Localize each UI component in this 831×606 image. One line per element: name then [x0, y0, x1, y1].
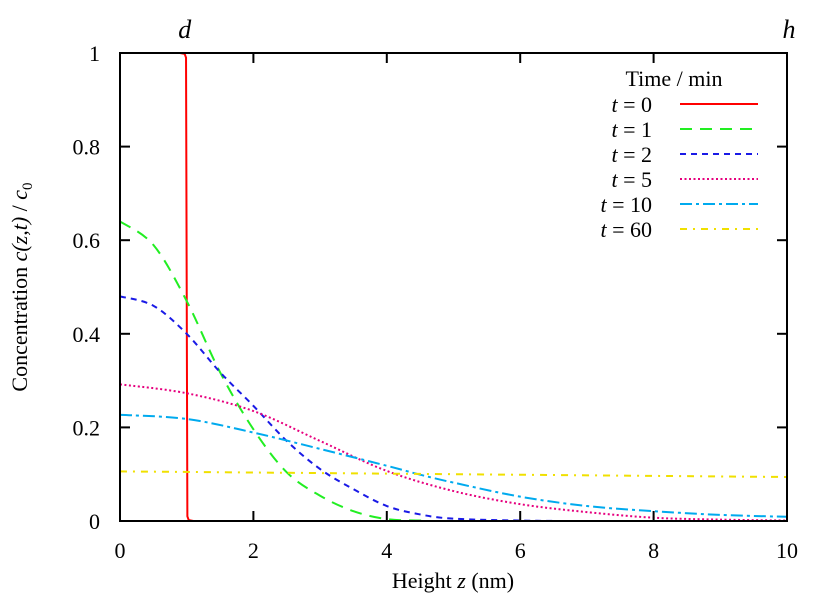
- y-tick-label: 0: [89, 509, 100, 534]
- y-tick-label: 1: [89, 41, 100, 66]
- x-axis-label: Height z (nm): [392, 568, 514, 593]
- legend-label: t = 0: [611, 92, 652, 117]
- plot-frame: [119, 52, 788, 522]
- series-line-4: [119, 413, 788, 518]
- series-line-1: [119, 220, 788, 523]
- legend: Time / min t = 0t = 1t = 2t = 5t = 10t =…: [600, 66, 758, 242]
- y-tick-label: 0.8: [73, 135, 101, 160]
- legend-label: t = 60: [600, 217, 652, 242]
- x-tick-label: 10: [776, 538, 798, 563]
- x-tick-label: 0: [115, 538, 126, 563]
- series-line-0: [120, 52, 787, 523]
- curves: [119, 52, 788, 523]
- legend-title: Time / min: [626, 66, 723, 91]
- series-line-3: [119, 383, 788, 522]
- legend-label: t = 2: [611, 142, 652, 167]
- x-tick-label: 8: [648, 538, 659, 563]
- top-marker-h: h: [783, 15, 796, 44]
- x-tick-label: 6: [515, 538, 526, 563]
- y-tick-label: 0.4: [73, 322, 101, 347]
- legend-label: t = 5: [611, 167, 652, 192]
- legend-label: t = 1: [611, 117, 652, 142]
- top-marker-d: d: [178, 15, 192, 44]
- legend-label: t = 10: [600, 192, 652, 217]
- series-line-5: [119, 470, 788, 479]
- y-tick-label: 0.6: [73, 228, 101, 253]
- x-tick-label: 2: [248, 538, 259, 563]
- series-line-2: [119, 295, 788, 523]
- y-tick-label: 0.2: [73, 415, 101, 440]
- ticks: 0 2 4 6 8 10 0 0.2 0.4 0.6 0.8 1: [73, 41, 799, 563]
- x-tick-label: 4: [381, 538, 392, 563]
- y-axis-label: Concentration c(z,t) / c0: [7, 182, 36, 391]
